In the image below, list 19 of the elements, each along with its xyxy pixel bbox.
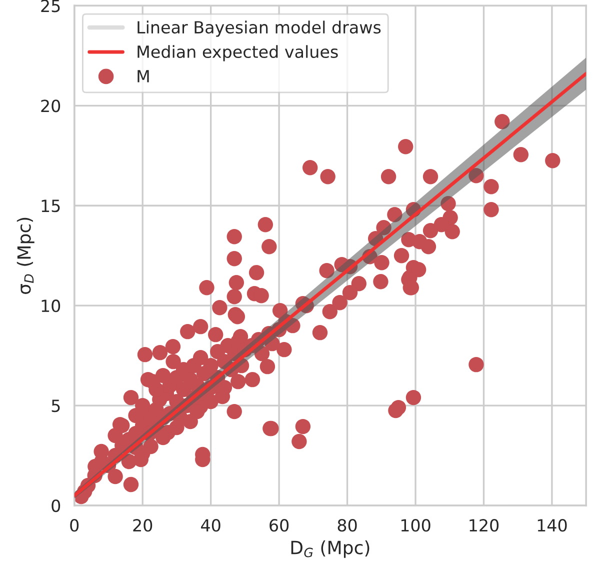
legend-label: Linear Bayesian model draws	[138, 20, 381, 37]
y-tick-label: 15	[42, 200, 60, 212]
x-axis-title: D$_{G}$ (Mpc)	[291, 540, 370, 558]
y-tick-label: 5	[52, 400, 60, 412]
x-tick-label: 0	[70, 519, 79, 532]
y-tick-label: 10	[42, 300, 60, 312]
y-axis-title: σ$_{D}$ (Mpc)	[16, 218, 34, 294]
legend-label: M	[138, 70, 149, 82]
x-tick-label: 40	[201, 519, 220, 532]
y-tick-label: 0	[52, 499, 60, 512]
x-tick-label: 80	[338, 519, 357, 532]
x-tick-label: 100	[401, 519, 430, 532]
legend-label: Median expected values	[138, 45, 338, 62]
y-tick-label: 25	[41, 0, 60, 12]
x-tick-label: 120	[470, 519, 499, 532]
x-tick-label: 140	[538, 519, 567, 532]
y-tick-label: 20	[41, 100, 60, 112]
x-tick-label: 20	[133, 519, 152, 532]
x-tick-label: 60	[270, 519, 289, 532]
